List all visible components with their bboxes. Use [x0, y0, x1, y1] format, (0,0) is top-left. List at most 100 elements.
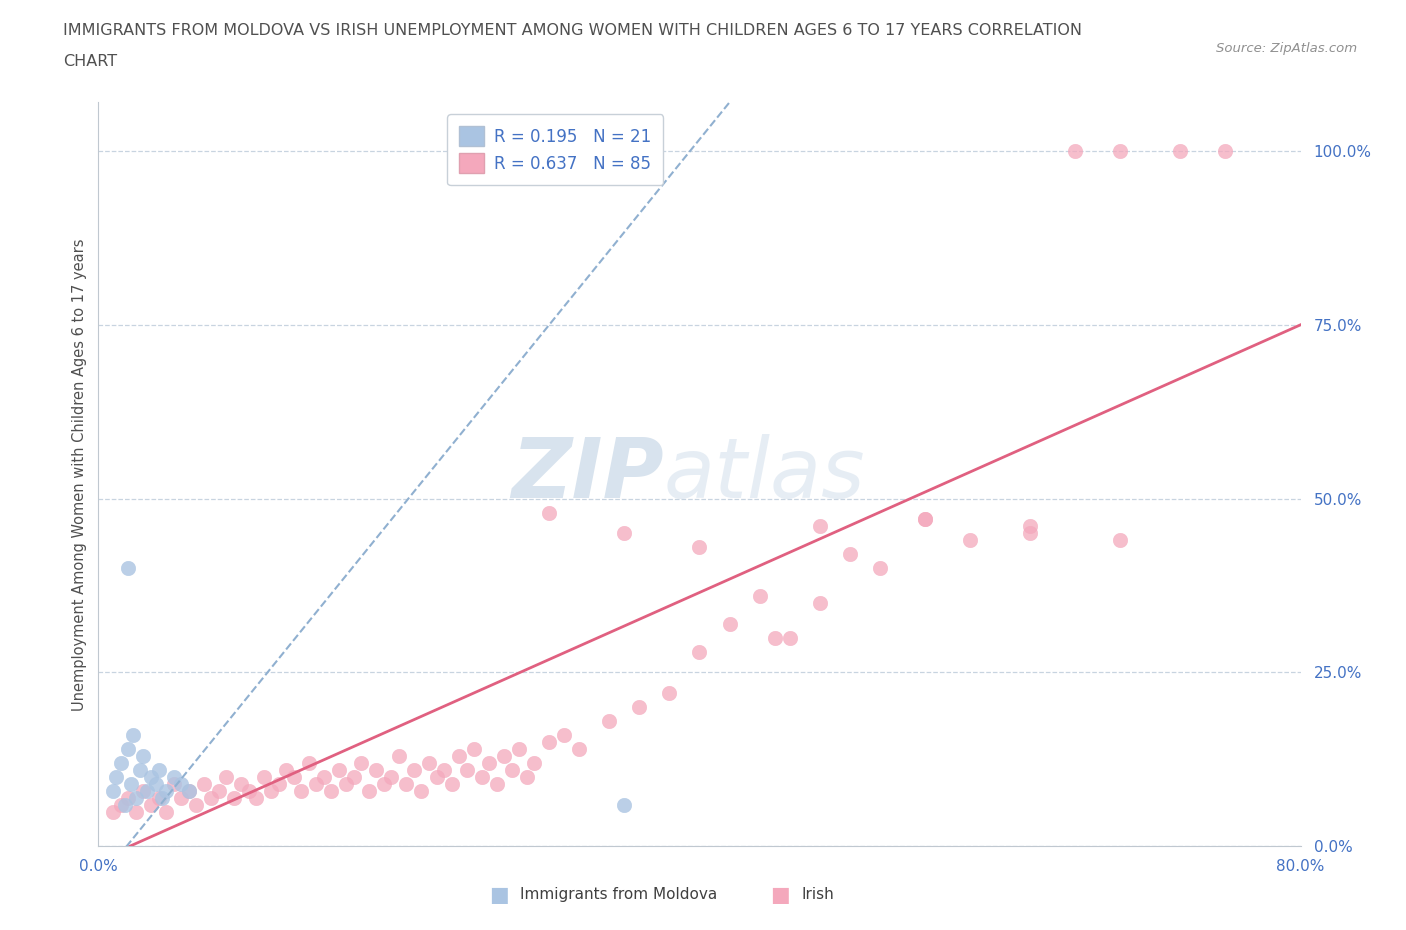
Point [117, 741, 139, 756]
Point [688, 540, 710, 555]
Point [150, 790, 173, 805]
Point [914, 512, 936, 527]
Point [321, 783, 343, 798]
Point [110, 797, 132, 812]
Point [208, 783, 231, 798]
Point [411, 783, 433, 798]
Point [328, 763, 350, 777]
Point [103, 783, 125, 798]
Point [1215, 143, 1237, 158]
Point [688, 644, 710, 659]
Point [598, 713, 620, 728]
Point [1019, 526, 1042, 541]
Point [357, 783, 380, 798]
Point [312, 769, 335, 784]
Text: CHART: CHART [63, 54, 117, 69]
Point [388, 749, 411, 764]
Point [350, 755, 373, 770]
Point [114, 797, 136, 812]
Point [508, 741, 530, 756]
Point [139, 797, 162, 812]
Point [447, 749, 470, 764]
Text: Immigrants from Moldova: Immigrants from Moldova [520, 887, 717, 902]
Point [145, 777, 167, 791]
Point [914, 512, 936, 527]
Point [485, 777, 508, 791]
Point [298, 755, 321, 770]
Point [959, 533, 981, 548]
Point [110, 755, 132, 770]
Point [538, 735, 561, 750]
Point [170, 777, 193, 791]
Point [516, 769, 538, 784]
Point [162, 777, 184, 791]
Point [373, 777, 395, 791]
Point [538, 505, 561, 520]
Point [1109, 533, 1132, 548]
Point [838, 547, 860, 562]
Point [718, 617, 741, 631]
Point [456, 763, 478, 777]
Point [125, 804, 148, 819]
Point [177, 783, 200, 798]
Point [433, 763, 456, 777]
Text: ■: ■ [489, 884, 509, 905]
Point [184, 797, 207, 812]
Point [343, 769, 366, 784]
Point [1064, 143, 1087, 158]
Point [478, 755, 501, 770]
Text: ■: ■ [770, 884, 790, 905]
Point [125, 790, 148, 805]
Point [122, 727, 145, 742]
Point [305, 777, 328, 791]
Point [366, 763, 388, 777]
Point [1170, 143, 1192, 158]
Point [276, 763, 298, 777]
Point [425, 769, 447, 784]
Point [568, 741, 591, 756]
Point [162, 769, 184, 784]
Text: Source: ZipAtlas.com: Source: ZipAtlas.com [1216, 42, 1357, 55]
Point [808, 519, 831, 534]
Point [139, 769, 162, 784]
Point [121, 777, 143, 791]
Y-axis label: Unemployment Among Women with Children Ages 6 to 17 years: Unemployment Among Women with Children A… [72, 238, 87, 711]
Point [222, 790, 245, 805]
Text: ZIP: ZIP [510, 433, 664, 515]
Point [613, 526, 636, 541]
Point [335, 777, 357, 791]
Point [170, 790, 193, 805]
Point [132, 783, 155, 798]
Point [117, 561, 139, 576]
Point [494, 749, 516, 764]
Point [471, 769, 494, 784]
Point [177, 783, 200, 798]
Point [380, 769, 402, 784]
Point [1109, 143, 1132, 158]
Point [869, 561, 891, 576]
Point [523, 755, 546, 770]
Point [253, 769, 276, 784]
Point [628, 699, 651, 714]
Legend: R = 0.195   N = 21, R = 0.637   N = 85: R = 0.195 N = 21, R = 0.637 N = 85 [447, 114, 664, 185]
Point [402, 763, 425, 777]
Point [440, 777, 463, 791]
Point [283, 769, 305, 784]
Point [260, 783, 283, 798]
Text: atlas: atlas [664, 433, 865, 515]
Point [395, 777, 418, 791]
Point [418, 755, 440, 770]
Point [779, 631, 801, 645]
Point [155, 783, 177, 798]
Point [132, 749, 155, 764]
Point [763, 631, 786, 645]
Point [103, 804, 125, 819]
Point [148, 763, 170, 777]
Point [105, 769, 128, 784]
Point [117, 790, 139, 805]
Point [215, 769, 238, 784]
Point [553, 727, 575, 742]
Point [748, 589, 770, 604]
Point [267, 777, 290, 791]
Point [613, 797, 636, 812]
